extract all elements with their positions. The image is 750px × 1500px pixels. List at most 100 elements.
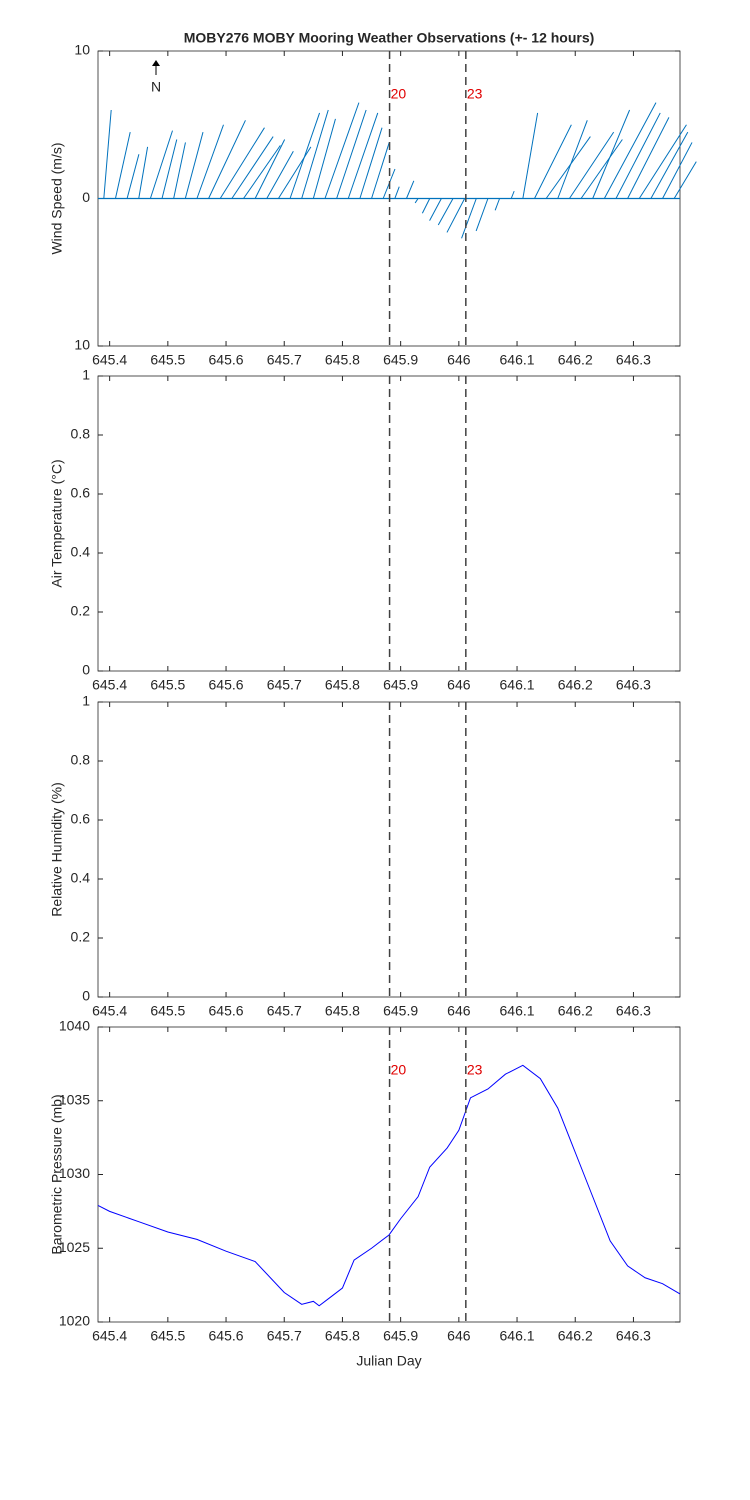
wind-stick — [437, 198, 454, 226]
x-tick-label: 645.5 — [150, 1328, 185, 1344]
y-tick-label: 1030 — [59, 1165, 90, 1181]
wind-stick — [394, 186, 400, 199]
x-tick-label: 646 — [447, 1328, 471, 1344]
wind-stick — [184, 131, 204, 199]
x-axis-label: Julian Day — [356, 1353, 421, 1369]
y-tick-label: 1025 — [59, 1239, 90, 1255]
x-tick-label: 645.4 — [92, 1003, 127, 1019]
wind-stick — [312, 118, 336, 199]
y-axis-label: Wind Speed (m/s) — [49, 142, 65, 254]
wind-stick — [103, 109, 112, 199]
x-tick-label: 646.1 — [500, 677, 535, 693]
y-axis-label: Barometric Pressure (mb) — [49, 1094, 65, 1254]
x-tick-label: 646 — [447, 1003, 471, 1019]
wind-stick — [336, 109, 367, 199]
wind-stick — [405, 180, 415, 199]
y-tick-label: 0 — [82, 988, 90, 1004]
wind-stick — [673, 161, 697, 199]
x-tick-label: 646.2 — [558, 1328, 593, 1344]
y-tick-label: 1020 — [59, 1313, 90, 1329]
wind-stick — [126, 154, 140, 199]
wind-stick — [592, 109, 631, 199]
event-label: 23 — [467, 1062, 483, 1078]
x-tick-label: 646.2 — [558, 677, 593, 693]
wind-stick — [615, 112, 661, 199]
wind-stick — [569, 131, 615, 199]
x-tick-label: 646.3 — [616, 1328, 651, 1344]
wind-stick — [301, 109, 329, 199]
wind-stick — [289, 112, 321, 199]
y-tick-label: 0.4 — [71, 544, 91, 560]
y-tick-label: 10 — [74, 337, 90, 353]
wind-stick — [662, 142, 693, 199]
x-tick-label: 646.1 — [500, 1328, 535, 1344]
x-tick-label: 645.7 — [267, 352, 302, 368]
x-tick-label: 646.2 — [558, 1003, 593, 1019]
x-tick-label: 645.5 — [150, 352, 185, 368]
x-tick-label: 646.3 — [616, 352, 651, 368]
y-tick-label: 1 — [82, 693, 90, 709]
north-label: N — [151, 79, 161, 95]
wind-stick — [254, 139, 286, 199]
event-label: 20 — [391, 86, 407, 102]
x-tick-label: 645.9 — [383, 1328, 418, 1344]
y-axis-label: Relative Humidity (%) — [49, 782, 65, 917]
x-tick-label: 645.4 — [92, 352, 127, 368]
x-tick-label: 645.8 — [325, 677, 360, 693]
wind-stick — [580, 139, 623, 199]
x-tick-label: 646.3 — [616, 1003, 651, 1019]
wind-stick — [461, 198, 477, 239]
chart-title: MOBY276 MOBY Mooring Weather Observation… — [184, 30, 595, 46]
x-tick-label: 645.4 — [92, 677, 127, 693]
event-label: 23 — [467, 86, 483, 102]
x-tick-label: 646.1 — [500, 352, 535, 368]
x-tick-label: 645.8 — [325, 352, 360, 368]
wind-stick — [138, 146, 149, 199]
x-tick-label: 645.4 — [92, 1328, 127, 1344]
pressure-line — [97, 1064, 681, 1307]
x-tick-label: 645.9 — [383, 1003, 418, 1019]
wind-stick — [534, 124, 572, 199]
wind-stick — [522, 112, 539, 199]
wind-stick — [219, 127, 265, 199]
wind-stick — [196, 124, 224, 199]
y-tick-label: 0.2 — [71, 603, 91, 619]
wind-stick — [161, 139, 178, 199]
y-tick-label: 1040 — [59, 1018, 90, 1034]
x-tick-label: 645.5 — [150, 1003, 185, 1019]
wind-stick — [545, 136, 591, 199]
y-tick-label: 0 — [82, 189, 90, 205]
wind-stick — [371, 142, 390, 199]
wind-stick — [414, 198, 419, 204]
wind-stick — [208, 120, 246, 199]
wind-stick — [347, 112, 379, 199]
x-tick-label: 645.7 — [267, 1003, 302, 1019]
x-tick-label: 645.8 — [325, 1328, 360, 1344]
wind-stick — [243, 145, 281, 199]
x-tick-label: 646.3 — [616, 677, 651, 693]
wind-stick — [557, 120, 588, 199]
x-tick-label: 645.6 — [209, 1328, 244, 1344]
wind-stick — [421, 198, 431, 214]
y-tick-label: 0.8 — [71, 752, 91, 768]
y-tick-label: 0 — [82, 662, 90, 678]
wind-stick — [231, 136, 274, 199]
x-tick-label: 645.7 — [267, 1328, 302, 1344]
y-tick-label: 0.2 — [71, 929, 91, 945]
wind-stick — [149, 130, 173, 199]
x-tick-label: 646 — [447, 352, 471, 368]
y-tick-label: 0.6 — [71, 811, 91, 827]
wind-stick — [475, 198, 489, 232]
x-tick-label: 645.7 — [267, 677, 302, 693]
wind-stick — [266, 151, 294, 199]
y-tick-label: 1035 — [59, 1091, 90, 1107]
x-tick-label: 646.2 — [558, 352, 593, 368]
wind-stick — [324, 102, 360, 199]
wind-stick — [627, 117, 670, 199]
wind-stick — [429, 198, 442, 221]
event-label: 20 — [391, 1062, 407, 1078]
y-tick-label: 1 — [82, 367, 90, 383]
wind-stick — [494, 198, 501, 211]
x-tick-label: 645.9 — [383, 677, 418, 693]
wind-stick — [446, 198, 466, 233]
